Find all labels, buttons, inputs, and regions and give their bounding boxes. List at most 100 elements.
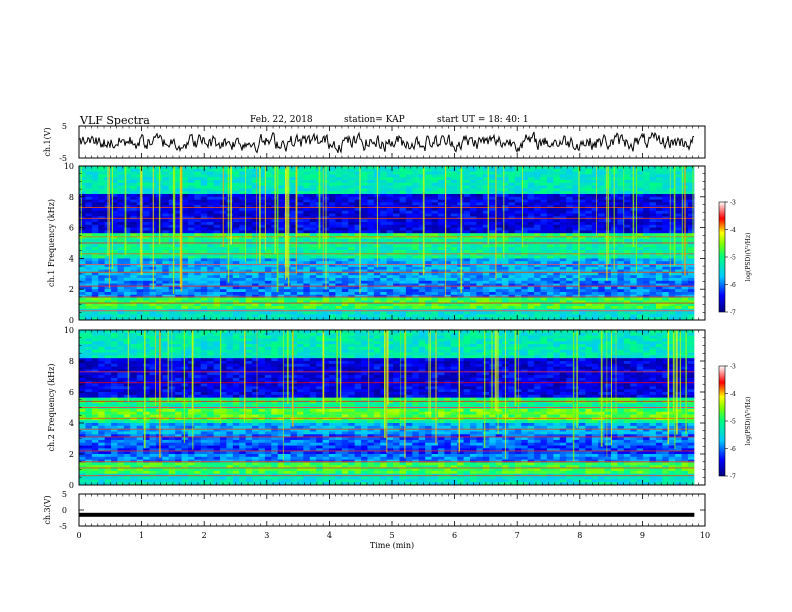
spectrogram-cell (444, 306, 452, 310)
spectrogram-cell (111, 171, 118, 175)
spectrogram-cell (117, 222, 125, 226)
spectrogram-cell (341, 261, 349, 265)
spectrogram-cell (418, 238, 426, 242)
spectrogram-cell (117, 196, 125, 200)
spectrogram-cell (85, 303, 93, 307)
spectrogram-cell (450, 177, 458, 181)
spectrogram-cell (649, 272, 657, 276)
spectrogram-cell (335, 224, 343, 228)
spectrogram-cell (194, 177, 202, 181)
spectrogram-cell (277, 174, 285, 178)
spectrogram-cell (98, 180, 106, 184)
spectrogram-cell (296, 202, 304, 206)
spectrogram-cell (361, 250, 368, 254)
spectrogram-cell (130, 250, 138, 254)
spectrogram-cell (335, 233, 343, 237)
spectrogram-cell (85, 166, 93, 170)
spectrogram-cell (328, 264, 336, 268)
spectrogram-cell (534, 255, 541, 259)
spectrogram-cell (258, 227, 266, 231)
spectrogram-cell (181, 286, 189, 290)
spectrogram-cell (111, 236, 118, 240)
spectrogram-cell (508, 275, 516, 279)
spectrogram-cell (521, 286, 529, 290)
spectrogram-cell (463, 202, 471, 206)
spectrogram-cell (450, 208, 458, 212)
spectrogram-cell (117, 306, 125, 310)
spectrogram-cell (181, 272, 189, 276)
spectrogram-cell (117, 300, 125, 304)
spectrogram-cell (489, 230, 497, 234)
spectrogram-cell (245, 224, 253, 228)
spectrogram-cell (277, 222, 285, 226)
spectrogram-cell (476, 191, 484, 195)
spectrogram-cell (252, 230, 259, 234)
spectrogram-cell (220, 289, 227, 293)
spectrogram-cell (405, 278, 413, 282)
spectrogram-cell (123, 292, 131, 296)
spectrogram-cell (335, 278, 343, 282)
spectrogram-cell (643, 236, 650, 240)
date-label: Feb. 22, 2018 (250, 115, 313, 125)
spectrogram-cell (380, 213, 388, 217)
spectrogram-cell (675, 174, 682, 178)
spectrogram-cell (123, 261, 131, 265)
spectrogram-cell (437, 168, 445, 172)
spectrogram-cell (675, 219, 682, 223)
spectrogram-cell (79, 222, 86, 226)
spectrogram-cell (675, 272, 682, 276)
spectrogram-cell (79, 303, 86, 307)
spectrogram-cell (546, 205, 554, 209)
spectrogram-cell (200, 199, 208, 203)
spectrogram-cell (636, 300, 644, 304)
spectrogram-cell (162, 177, 170, 181)
spectrogram-cell (386, 205, 394, 209)
spectrogram-cell (232, 196, 240, 200)
spectrogram-cell (213, 199, 221, 203)
spectrogram-cell (316, 252, 323, 256)
spectrogram-cell (98, 219, 106, 223)
spectrogram-cell (534, 306, 541, 310)
spectrogram-cell (675, 233, 682, 237)
spectrogram-cell (470, 224, 477, 228)
spectrogram-cell (559, 182, 567, 186)
spectrogram-cell (239, 191, 247, 195)
spectrogram-cell (598, 294, 606, 298)
spectrogram-cell (303, 306, 311, 310)
spectrogram-cell (425, 294, 432, 298)
spectrogram-cell (514, 222, 522, 226)
spectrogram-cell (591, 219, 599, 223)
spectrogram-cell (117, 303, 125, 307)
spectrogram-cell (380, 269, 388, 273)
spectrogram-cell (553, 222, 561, 226)
spectrogram-cell (194, 182, 202, 186)
spectrogram-cell (687, 275, 695, 279)
spectrogram-cell (578, 283, 586, 287)
spectrogram-cell (264, 188, 272, 192)
spectrogram-cell (155, 247, 163, 251)
spectrogram-cell (662, 210, 670, 214)
spectrogram-cell (258, 219, 266, 223)
spectrogram-cell (245, 180, 253, 184)
spectrogram-cell (566, 297, 573, 301)
spectrogram-cell (649, 306, 657, 310)
spectrogram-cell (380, 275, 388, 279)
spectrogram-cell (316, 294, 323, 298)
spectrogram-cell (572, 166, 580, 170)
spectrogram-cell (578, 230, 586, 234)
spectrogram-cell (508, 174, 516, 178)
spectrogram-cell (264, 166, 272, 170)
spectrogram-cell (386, 180, 394, 184)
spectrogram-cell (361, 188, 368, 192)
spectrogram-cell (643, 238, 650, 242)
spectrogram-cell (252, 255, 259, 259)
spectrogram-cell (264, 202, 272, 206)
spectrogram-cell (450, 171, 458, 175)
spectrogram-cell (277, 236, 285, 240)
spectrogram-cell (630, 272, 638, 276)
spectrogram-cell (457, 294, 464, 298)
spectrogram-cell (476, 233, 484, 237)
spectrogram-cell (521, 185, 529, 189)
spectrogram-cell (643, 222, 650, 226)
spectrogram-cell (540, 180, 548, 184)
